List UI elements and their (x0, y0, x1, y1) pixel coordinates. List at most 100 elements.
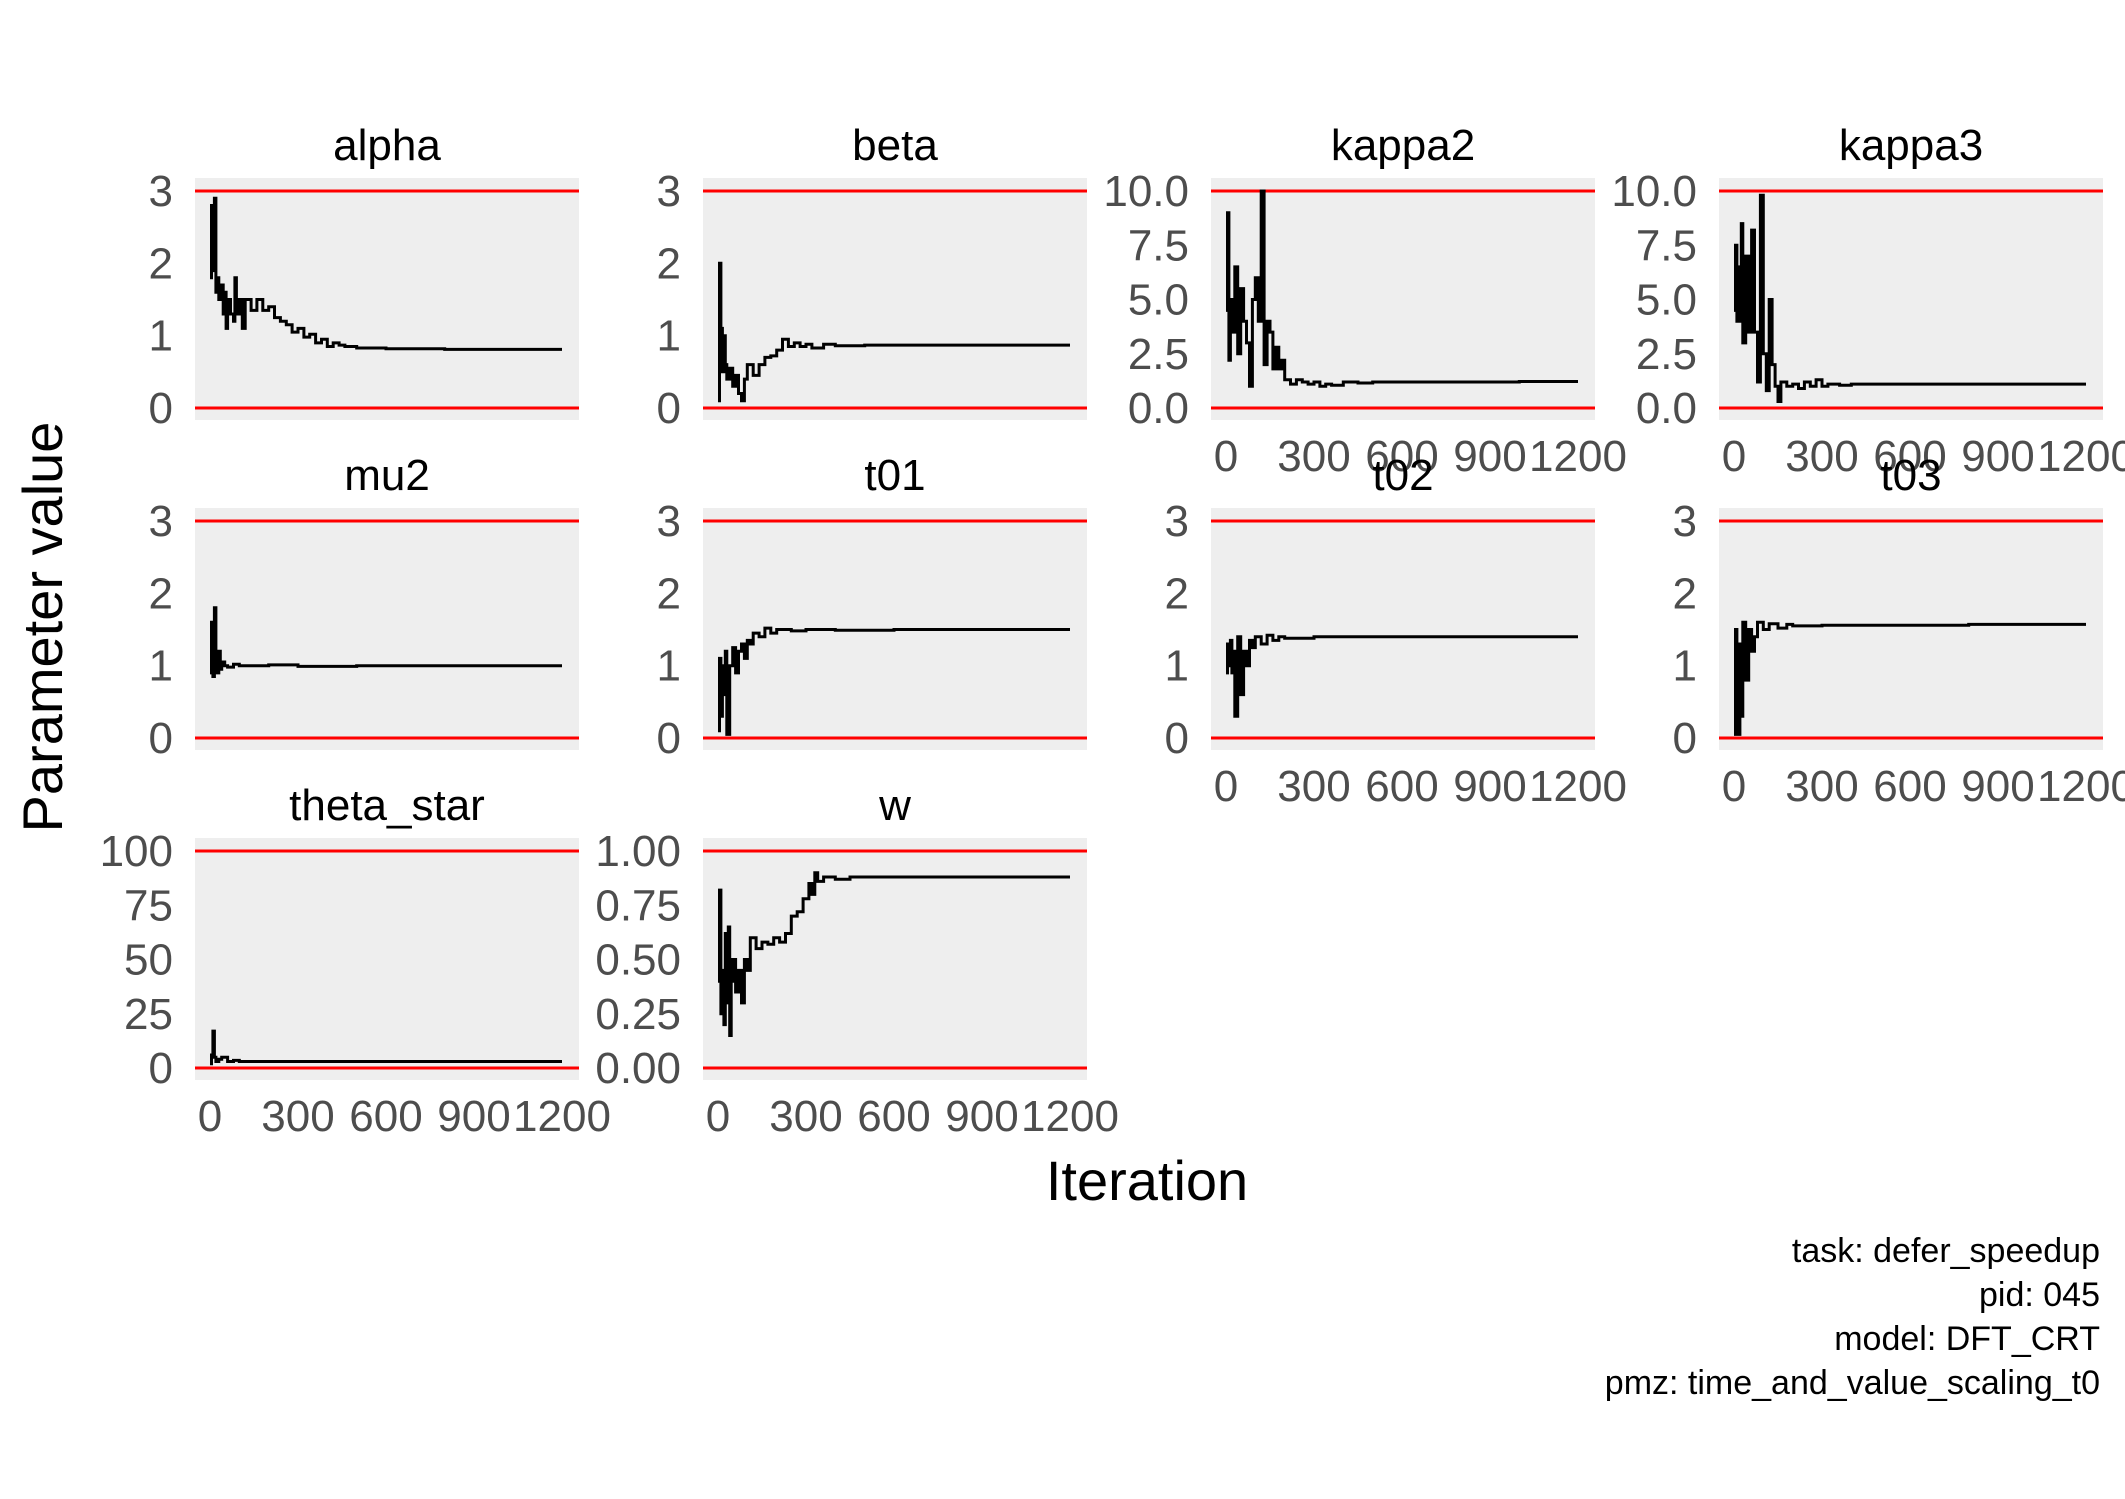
y-tick-label: 0.0 (1128, 384, 1189, 433)
y-tick-label: 0 (1673, 714, 1697, 763)
y-tick-label: 2 (657, 239, 681, 288)
x-tick-label: 0 (1214, 762, 1238, 811)
plot-caption: task: defer_speedup pid: 045 model: DFT_CR… (1605, 1232, 2100, 1402)
facet-beta: beta 0 1 2 3 (657, 121, 1087, 433)
panel-background (195, 508, 579, 750)
facet-mu2: mu2 0 1 2 3 (149, 451, 579, 763)
caption-line: model: DFT_CRT (1834, 1320, 2100, 1358)
x-tick-label: 1200 (1529, 762, 1627, 811)
y-tick-label: 25 (124, 990, 173, 1039)
panel-background (703, 838, 1087, 1080)
y-tick-label: 3 (657, 497, 681, 546)
y-tick-label: 2.5 (1128, 330, 1189, 379)
y-tick-label: 0.50 (595, 936, 681, 985)
panel-title: t02 (1372, 451, 1433, 500)
x-tick-label: 0 (1722, 432, 1746, 481)
y-tick-label: 2 (1165, 569, 1189, 618)
y-tick-label: 0 (149, 384, 173, 433)
panel-title: w (878, 781, 911, 830)
y-tick-label: 1 (1673, 642, 1697, 691)
panel-title: kappa3 (1839, 121, 1983, 170)
facet-alpha: alpha 0 1 2 3 (149, 121, 579, 433)
facet-t02: t02 0 1 2 3 0 300 600 900 1200 (1165, 451, 1627, 811)
y-tick-label: 3 (149, 167, 173, 216)
facet-w: w 0.00 0.25 0.50 0.75 1.00 0 300 600 900 1200 (595, 781, 1119, 1141)
y-axis-title: Parameter value (11, 422, 74, 833)
x-tick-label: 900 (1961, 432, 2034, 481)
caption-line: pid: 045 (1979, 1276, 2100, 1314)
trace-line (1226, 189, 1578, 388)
x-tick-label: 300 (769, 1092, 842, 1141)
y-tick-label: 0.25 (595, 990, 681, 1039)
panel-background (703, 178, 1087, 420)
facet-theta-star: theta_star 0 25 50 75 100 0 300 600 900 1200 (100, 781, 611, 1141)
panel-background (1211, 178, 1595, 420)
panel-title: alpha (333, 121, 441, 170)
y-tick-label: 100 (100, 827, 173, 876)
trace-line (1734, 193, 2086, 403)
facet-t01: t01 0 1 2 3 (657, 451, 1087, 763)
panel-title: kappa2 (1331, 121, 1475, 170)
y-tick-label: 0.0 (1636, 384, 1697, 433)
x-tick-label: 0 (706, 1092, 730, 1141)
facet-panels: alpha0123beta0123kappa20.02.55.07.510.00… (100, 121, 2125, 1141)
y-tick-label: 0 (149, 714, 173, 763)
x-tick-label: 1200 (2037, 432, 2125, 481)
x-tick-label: 0 (198, 1092, 222, 1141)
y-tick-label: 50 (124, 936, 173, 985)
caption-line: pmz: time_and_value_scaling_t0 (1605, 1364, 2100, 1402)
x-tick-label: 300 (261, 1092, 334, 1141)
trace-line (718, 626, 1070, 736)
trace-line (210, 606, 562, 678)
y-tick-label: 1 (149, 312, 173, 361)
x-tick-label: 300 (1277, 432, 1350, 481)
caption-line: task: defer_speedup (1792, 1232, 2100, 1270)
panel-title: theta_star (289, 781, 485, 830)
y-tick-label: 0 (657, 384, 681, 433)
x-tick-label: 600 (1873, 432, 1946, 481)
x-tick-label: 600 (1873, 762, 1946, 811)
x-tick-label: 900 (1453, 762, 1526, 811)
y-tick-label: 1 (149, 642, 173, 691)
y-tick-label: 2 (149, 239, 173, 288)
x-tick-label: 1200 (513, 1092, 611, 1141)
x-tick-label: 900 (437, 1092, 510, 1141)
y-tick-label: 0.75 (595, 881, 681, 930)
y-tick-label: 75 (124, 881, 173, 930)
x-axis-title: Iteration (1046, 1149, 1248, 1212)
y-tick-label: 1 (657, 312, 681, 361)
x-tick-label: 900 (1961, 762, 2034, 811)
x-tick-label: 300 (1785, 762, 1858, 811)
y-tick-label: 0 (1165, 714, 1189, 763)
trace-line (210, 1029, 562, 1066)
y-tick-label: 0 (657, 714, 681, 763)
x-tick-label: 600 (1365, 762, 1438, 811)
trace-line (718, 871, 1070, 1037)
x-tick-label: 1200 (2037, 762, 2125, 811)
panel-background (1211, 508, 1595, 750)
panel-background (195, 838, 579, 1080)
panel-title: beta (852, 121, 938, 170)
trace-line (210, 196, 562, 351)
x-tick-label: 300 (1277, 762, 1350, 811)
y-tick-label: 2 (657, 569, 681, 618)
trace-line (718, 261, 1070, 403)
x-tick-label: 300 (1785, 432, 1858, 481)
panel-title: t03 (1880, 451, 1941, 500)
x-tick-label: 900 (1453, 432, 1526, 481)
y-tick-label: 0 (149, 1044, 173, 1093)
trace-line (1226, 633, 1578, 718)
y-tick-label: 1 (657, 642, 681, 691)
facet-kappa3: kappa3 0.0 2.5 5.0 7.5 10.0 0 300 600 900 1200 (1611, 121, 2125, 481)
y-tick-label: 1 (1165, 642, 1189, 691)
y-tick-label: 2 (149, 569, 173, 618)
y-tick-label: 2.5 (1636, 330, 1697, 379)
y-tick-label: 3 (1165, 497, 1189, 546)
y-tick-label: 2 (1673, 569, 1697, 618)
y-tick-label: 0.00 (595, 1044, 681, 1093)
x-tick-label: 600 (857, 1092, 930, 1141)
x-tick-label: 0 (1722, 762, 1746, 811)
y-tick-label: 10.0 (1103, 167, 1189, 216)
x-tick-label: 1200 (1529, 432, 1627, 481)
